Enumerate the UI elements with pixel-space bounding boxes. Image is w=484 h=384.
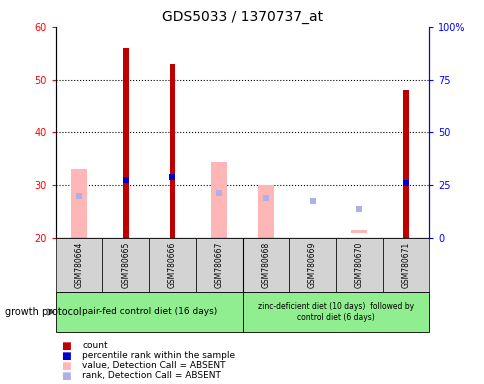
- Text: GSM780671: GSM780671: [401, 242, 409, 288]
- Text: GSM780668: GSM780668: [261, 242, 270, 288]
- Bar: [288, 238, 335, 292]
- Text: rank, Detection Call = ABSENT: rank, Detection Call = ABSENT: [82, 371, 221, 380]
- Text: ■: ■: [60, 341, 70, 351]
- Text: ■: ■: [60, 371, 70, 381]
- Text: value, Detection Call = ABSENT: value, Detection Call = ABSENT: [82, 361, 226, 370]
- Bar: [211, 162, 227, 238]
- Text: GSM780664: GSM780664: [75, 242, 83, 288]
- Text: zinc-deficient diet (10 days)  followed by
control diet (6 days): zinc-deficient diet (10 days) followed b…: [257, 302, 413, 322]
- Bar: [335, 238, 382, 292]
- Bar: [56, 292, 242, 332]
- Bar: [350, 230, 366, 233]
- Text: pair-fed control diet (16 days): pair-fed control diet (16 days): [81, 308, 216, 316]
- Bar: [149, 238, 196, 292]
- Text: GSM780670: GSM780670: [354, 242, 363, 288]
- Bar: [123, 48, 128, 238]
- Bar: [242, 238, 288, 292]
- Bar: [242, 292, 428, 332]
- Text: ■: ■: [60, 351, 70, 361]
- Bar: [382, 238, 428, 292]
- Bar: [257, 185, 273, 238]
- Text: GSM780667: GSM780667: [214, 242, 223, 288]
- Text: percentile rank within the sample: percentile rank within the sample: [82, 351, 235, 360]
- Bar: [71, 169, 87, 238]
- Text: GSM780666: GSM780666: [167, 242, 177, 288]
- Text: GDS5033 / 1370737_at: GDS5033 / 1370737_at: [162, 10, 322, 23]
- Bar: [102, 238, 149, 292]
- Text: ■: ■: [60, 361, 70, 371]
- Text: count: count: [82, 341, 108, 350]
- Text: GSM780665: GSM780665: [121, 242, 130, 288]
- Bar: [56, 238, 102, 292]
- Bar: [169, 64, 175, 238]
- Text: growth protocol: growth protocol: [5, 307, 81, 317]
- Text: GSM780669: GSM780669: [307, 242, 317, 288]
- Bar: [196, 238, 242, 292]
- Bar: [402, 90, 408, 238]
